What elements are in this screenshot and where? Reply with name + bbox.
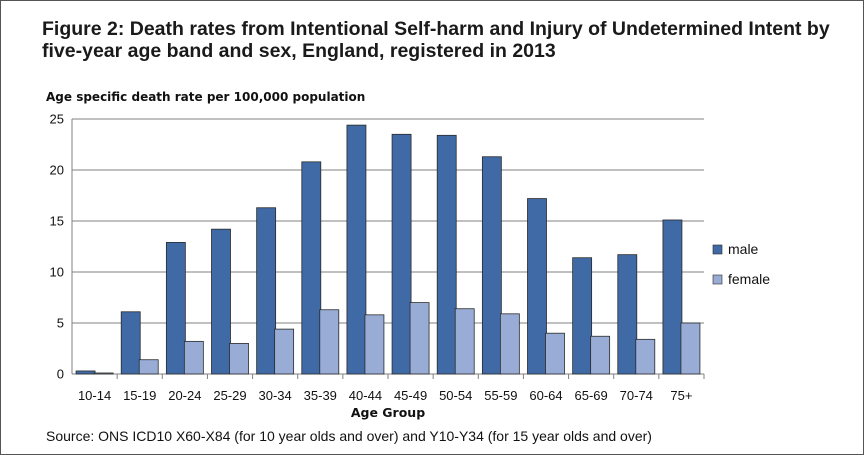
bar-female-10-14: [93, 372, 114, 375]
chart-title: Figure 2: Death rates from Intentional S…: [42, 18, 830, 62]
x-tick-label: 20-24: [168, 388, 201, 403]
x-tick-label: 10-14: [78, 388, 111, 403]
bar-female-45-49: [409, 302, 430, 375]
y-tick-label: 0: [57, 367, 64, 382]
bar-male-70-74: [617, 254, 638, 375]
x-tick-label: 65-69: [575, 388, 608, 403]
bar-male-75+: [662, 219, 683, 375]
bar-female-25-29: [229, 342, 249, 375]
bar-female-55-59: [499, 313, 520, 375]
y-tick-label: 20: [50, 163, 64, 178]
bar-female-40-44: [364, 314, 385, 375]
bar-female-65-69: [590, 335, 611, 375]
x-tick-label: 45-49: [394, 388, 427, 403]
y-tick-label: 15: [50, 214, 64, 229]
bar-male-25-29: [211, 228, 231, 375]
y-tick-label: 25: [50, 112, 64, 127]
bar-male-55-59: [481, 156, 502, 375]
source-note: Source: ONS ICD10 X60-X84 (for 10 year o…: [46, 428, 652, 444]
legend-swatch-male: [712, 244, 723, 255]
bar-male-10-14: [75, 370, 96, 375]
x-tick-label: 25-29: [213, 388, 246, 403]
bar-female-75+: [680, 322, 701, 375]
bar-male-65-69: [572, 257, 593, 375]
bar-female-20-24: [183, 340, 204, 375]
bar-female-35-39: [319, 309, 340, 375]
bar-male-45-49: [391, 133, 412, 375]
x-tick-label: 70-74: [620, 388, 653, 403]
bar-female-60-64: [545, 332, 565, 375]
bar-male-15-19: [120, 311, 141, 375]
bar-female-70-74: [635, 338, 656, 375]
legend-label-female: female: [728, 271, 770, 287]
y-axis-label: Age specific death rate per 100,000 popu…: [46, 90, 366, 104]
x-tick-label: 15-19: [123, 388, 156, 403]
bar-male-30-34: [256, 207, 277, 375]
x-axis-label: Age Group: [351, 405, 425, 420]
x-tick-label: 55-59: [484, 388, 517, 403]
x-tick-label: 50-54: [439, 388, 472, 403]
y-tick-label: 10: [50, 265, 64, 280]
bar-male-35-39: [301, 161, 322, 375]
x-tick-label: 35-39: [304, 388, 337, 403]
bar-female-50-54: [454, 308, 475, 375]
bar-male-40-44: [346, 124, 367, 375]
x-tick-label: 30-34: [259, 388, 292, 403]
bar-male-60-64: [527, 198, 547, 375]
x-tick-label: 40-44: [349, 388, 382, 403]
bar-female-15-19: [138, 359, 159, 375]
bar-male-50-54: [436, 134, 457, 375]
x-tick-label: 75+: [670, 388, 692, 403]
y-tick-label: 5: [57, 316, 64, 331]
legend-swatch-female: [712, 274, 723, 285]
x-tick-label: 60-64: [529, 388, 562, 403]
bar-male-20-24: [165, 242, 186, 375]
bar-female-30-34: [274, 328, 295, 375]
legend-label-male: male: [728, 241, 759, 257]
